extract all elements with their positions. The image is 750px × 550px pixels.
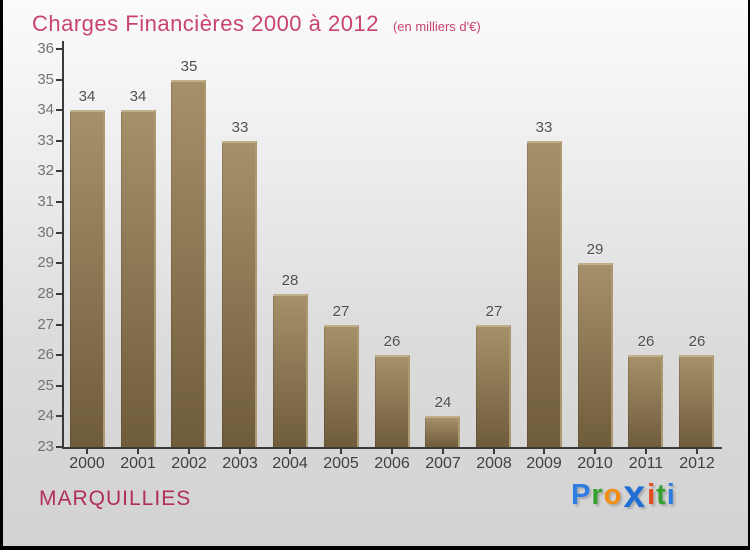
bar: [425, 416, 460, 447]
x-tick: [239, 449, 241, 454]
bar: [578, 263, 613, 447]
x-tick-label: 2008: [476, 455, 512, 472]
x-tick: [543, 449, 545, 454]
x-tick: [340, 449, 342, 454]
bar-value-label: 26: [383, 333, 401, 350]
logo-letter: P: [571, 479, 592, 512]
y-tick-label: 35: [37, 71, 54, 88]
y-axis-line: [62, 41, 64, 449]
y-tick: [56, 109, 62, 111]
bar: [273, 294, 308, 447]
y-tick: [56, 201, 62, 203]
title-row: Charges Financières 2000 à 2012 (en mill…: [32, 11, 481, 37]
bar: [679, 355, 714, 447]
y-tick: [56, 324, 62, 326]
bar: [70, 110, 105, 447]
x-tick: [86, 449, 88, 454]
plot-area: 34 2000 34 2001 35 2002 33 2003 28 2004 27 2005 26 20…: [3, 0, 748, 546]
y-tick-label: 34: [37, 101, 54, 118]
y-tick-label: 26: [37, 346, 54, 363]
x-tick-label: 2000: [69, 455, 105, 472]
x-tick-label: 2011: [628, 455, 664, 472]
x-tick: [594, 449, 596, 454]
chart-subtitle: (en milliers d'€): [392, 19, 481, 34]
x-tick-label: 2001: [120, 455, 156, 472]
x-tick-label: 2009: [526, 455, 562, 472]
y-tick: [56, 140, 62, 142]
y-tick-label: 36: [37, 40, 54, 57]
x-tick-label: 2007: [425, 455, 461, 472]
bar-value-label: 27: [332, 303, 350, 320]
x-tick-label: 2010: [577, 455, 613, 472]
logo-letter: i: [666, 479, 676, 512]
y-tick-label: 29: [37, 254, 54, 271]
bar: [527, 141, 562, 447]
x-axis-line: [62, 447, 722, 449]
y-tick: [56, 79, 62, 81]
logo-letter: o: [603, 479, 623, 512]
y-tick-label: 32: [37, 162, 54, 179]
bar-value-label: 28: [281, 272, 299, 289]
bar: [324, 325, 359, 447]
x-tick: [442, 449, 444, 454]
logo-letter: t: [656, 479, 667, 512]
x-tick-label: 2012: [679, 455, 715, 472]
x-tick: [137, 449, 139, 454]
bar-value-label: 26: [688, 333, 706, 350]
bar-value-label: 26: [637, 333, 655, 350]
chart-title: Charges Financières 2000 à 2012: [32, 11, 379, 36]
x-tick: [493, 449, 495, 454]
y-tick-label: 28: [37, 285, 54, 302]
y-tick-label: 25: [37, 377, 54, 394]
x-tick: [696, 449, 698, 454]
y-tick: [56, 48, 62, 50]
y-tick: [56, 170, 62, 172]
bar-value-label: 24: [434, 394, 452, 411]
y-tick: [56, 293, 62, 295]
logo-letter: x: [623, 473, 647, 516]
y-tick-label: 30: [37, 224, 54, 241]
logo-letter: i: [647, 479, 657, 512]
x-tick: [645, 449, 647, 454]
bar-value-label: 34: [78, 88, 96, 105]
bar-value-label: 33: [231, 119, 249, 136]
x-tick-label: 2006: [374, 455, 410, 472]
bar-value-label: 33: [535, 119, 553, 136]
y-tick-label: 27: [37, 316, 54, 333]
y-tick: [56, 385, 62, 387]
y-tick-label: 31: [37, 193, 54, 210]
bar-value-label: 35: [180, 58, 198, 75]
x-tick-label: 2002: [171, 455, 207, 472]
y-tick: [56, 354, 62, 356]
x-tick-label: 2003: [222, 455, 258, 472]
y-tick-label: 23: [37, 438, 54, 455]
bar: [628, 355, 663, 447]
x-tick: [289, 449, 291, 454]
x-tick-label: 2004: [272, 455, 308, 472]
y-tick: [56, 232, 62, 234]
bar: [476, 325, 511, 447]
bar: [222, 141, 257, 447]
y-tick: [56, 262, 62, 264]
commune-name: MARQUILLIES: [39, 487, 192, 510]
bar: [375, 355, 410, 447]
y-tick: [56, 415, 62, 417]
y-tick-label: 24: [37, 407, 54, 424]
logo-letter: r: [591, 479, 604, 512]
bar-value-label: 29: [586, 241, 604, 258]
bar: [121, 110, 156, 447]
x-tick-label: 2005: [323, 455, 359, 472]
x-tick: [391, 449, 393, 454]
bar-value-label: 27: [485, 303, 503, 320]
x-tick: [188, 449, 190, 454]
bar: [171, 80, 206, 447]
bar-value-label: 34: [129, 88, 147, 105]
y-tick-label: 33: [37, 132, 54, 149]
y-tick: [56, 446, 62, 448]
